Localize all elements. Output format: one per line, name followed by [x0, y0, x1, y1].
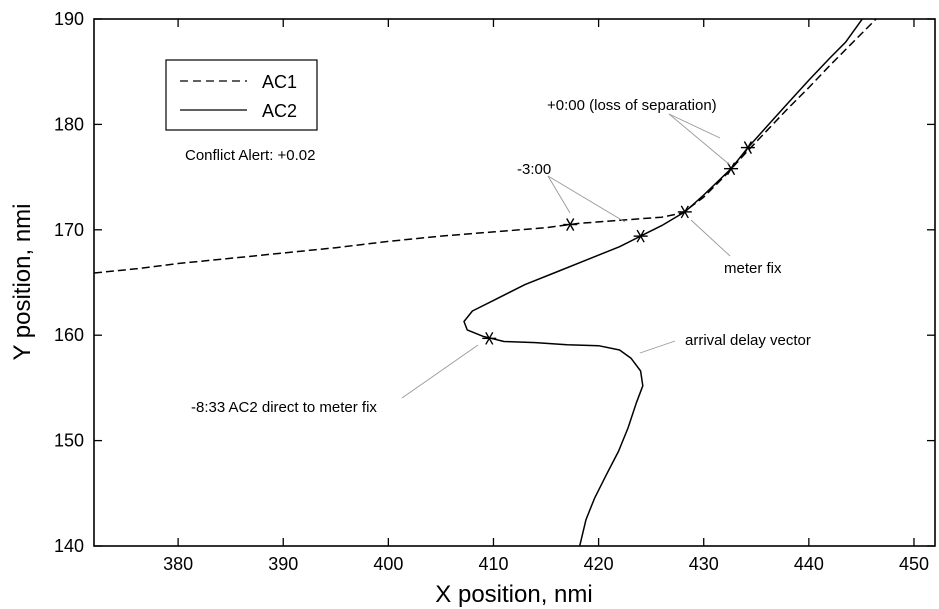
event-marker — [740, 141, 755, 155]
x-tick-label: 400 — [373, 554, 403, 574]
leader-minus3-2 — [547, 175, 626, 223]
y-tick-label: 180 — [54, 114, 84, 134]
annotation-leaders — [401, 113, 731, 399]
x-axis: 380 390 400 410 420 430 440 450 — [163, 19, 929, 574]
leader-minus3-1 — [547, 175, 571, 214]
annotation-loss-of-separation: +0:00 (loss of separation) — [547, 97, 717, 114]
x-tick-label: 410 — [478, 554, 508, 574]
y-tick-label: 140 — [54, 536, 84, 556]
leader-los-2 — [668, 113, 731, 166]
legend-box — [165, 59, 318, 131]
x-tick-label: 440 — [794, 554, 824, 574]
y-tick-label: 190 — [54, 9, 84, 29]
x-tick-label: 420 — [584, 554, 614, 574]
x-tick-label: 450 — [899, 554, 929, 574]
y-axis-label: Y position, nmi — [9, 204, 36, 361]
event-marker — [482, 331, 497, 345]
annotation-arrival-delay: arrival delay vector — [685, 332, 811, 349]
leader-meterfix — [690, 219, 731, 257]
annotation-minus-3: -3:00 — [517, 161, 551, 178]
leader-los-1 — [668, 113, 721, 139]
x-tick-label: 390 — [268, 554, 298, 574]
x-tick-label: 380 — [163, 554, 193, 574]
annotation-direct-to-fix: -8:33 AC2 direct to meter fix — [191, 399, 377, 416]
series-layer — [94, 19, 878, 546]
event-marker — [563, 218, 578, 231]
legend-label-ac1: AC1 — [262, 72, 297, 92]
series-line-ac1 — [94, 19, 878, 274]
legend: AC1 AC2 — [165, 59, 318, 131]
legend-label-ac2: AC2 — [262, 101, 297, 121]
x-axis-label: X position, nmi — [435, 581, 592, 608]
leader-delay — [639, 340, 676, 354]
x-tick-label: 430 — [689, 554, 719, 574]
y-axis: 140 150 160 170 180 190 — [54, 9, 935, 556]
event-marker — [677, 205, 692, 219]
y-tick-label: 170 — [54, 220, 84, 240]
y-tick-label: 150 — [54, 431, 84, 451]
series-line-ac2 — [463, 19, 864, 546]
event-marker — [724, 162, 739, 176]
y-tick-label: 160 — [54, 325, 84, 345]
marker-layer — [482, 141, 755, 345]
annotation-conflict-alert: Conflict Alert: +0.02 — [185, 147, 316, 164]
leader-direct — [401, 344, 479, 399]
annotation-meter-fix: meter fix — [724, 260, 782, 277]
plot-frame — [93, 18, 936, 547]
event-marker — [633, 229, 648, 243]
